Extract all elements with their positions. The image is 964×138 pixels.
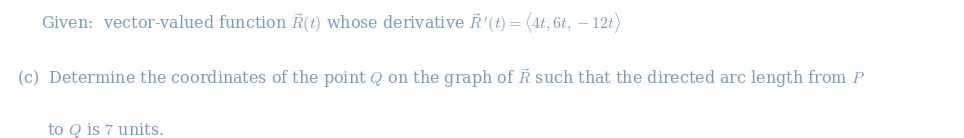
- Text: Given:  vector-valued function $\vec{R}(t)$ whose derivative $\vec{R}\,'(t) = \l: Given: vector-valued function $\vec{R}(t…: [41, 10, 622, 35]
- Text: (c)  Determine the coordinates of the point $Q$ on the graph of $\vec{R}$ such t: (c) Determine the coordinates of the poi…: [17, 66, 866, 90]
- Text: to $Q$ is $7$ units.: to $Q$ is $7$ units.: [17, 121, 164, 138]
